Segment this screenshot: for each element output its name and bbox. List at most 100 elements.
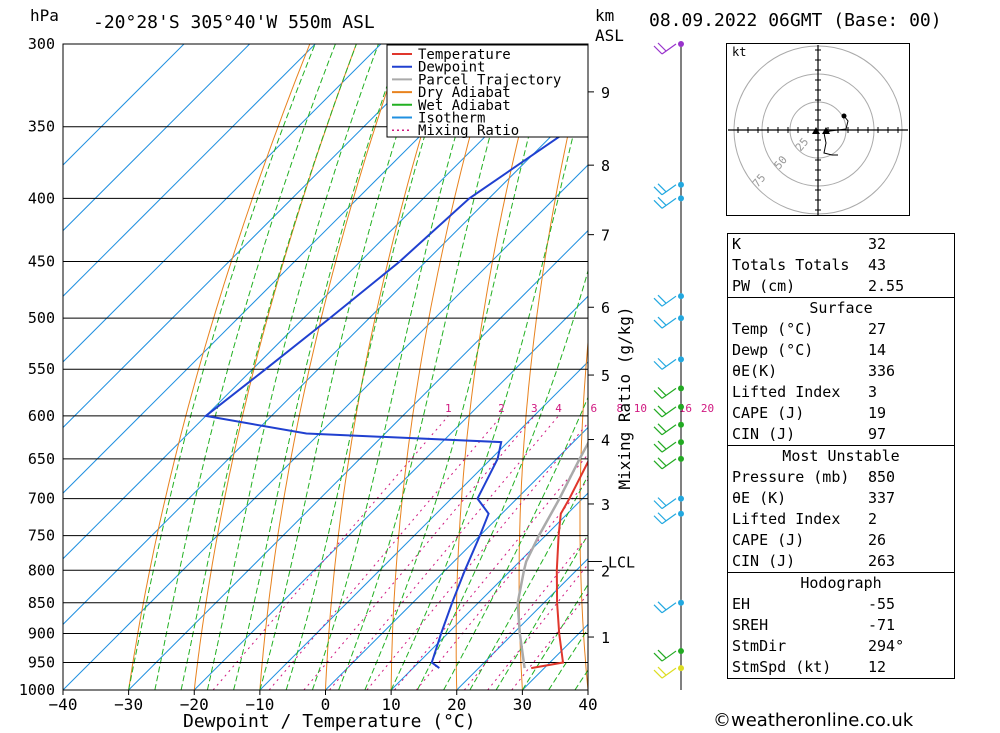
wind-level-dot (678, 599, 684, 606)
mixing-ratio-label: 2 (498, 402, 505, 415)
storm-motion-marker (822, 127, 830, 134)
wind-barb (661, 358, 677, 370)
wind-level-dot (678, 41, 684, 47)
pressure-tick-label: 900 (28, 624, 55, 642)
wind-barb (661, 387, 677, 399)
surface-title: Surface (809, 299, 873, 317)
isotherm-line (325, 426, 588, 690)
wind-barb (661, 441, 677, 453)
legend-label: Mixing Ratio (418, 123, 519, 139)
wind-barb-feather (657, 512, 667, 522)
wind-level-dot (678, 356, 684, 363)
wind-barb-feather (653, 500, 663, 510)
wind-barb-feather (657, 405, 667, 415)
mixing-ratio-line (329, 415, 559, 690)
mu-index-value: 26 (868, 531, 887, 549)
wind-barb-feather (653, 515, 663, 525)
pressure-tick-label: 550 (28, 360, 55, 378)
wind-level-dot (678, 315, 684, 322)
wind-barb-feather (657, 386, 667, 396)
wind-barb (661, 458, 677, 470)
km-tick-label: 4 (601, 432, 610, 450)
most-unstable-indices: Most Unstable Pressure (mb) 850 θE (K) 337 L… (727, 445, 955, 573)
wind-level-dot (678, 421, 684, 428)
wind-level-dot (678, 195, 684, 202)
wind-barb (661, 667, 677, 679)
x-tick-label: 0 (321, 695, 331, 714)
wind-barb (661, 498, 677, 510)
lcl-label: LCL (608, 553, 635, 571)
pressure-tick-label: 350 (28, 118, 55, 136)
hodo-index-value: 12 (868, 658, 887, 676)
wind-barb-feather (653, 443, 663, 453)
wind-barb (661, 317, 677, 329)
hodo-index-label: EH (732, 595, 751, 613)
wet-adiabat-line (469, 474, 588, 690)
wind-barb-feather (657, 423, 667, 433)
surface-index-value: 97 (868, 425, 887, 443)
dry-adiabat-line (325, 44, 450, 690)
surface-index-label: Dewp (°C) (732, 341, 814, 359)
km-tick-label: 3 (601, 496, 610, 514)
wind-level-dot (678, 665, 684, 672)
mu-index-value: 2 (868, 510, 878, 528)
pressure-tick-label: 950 (28, 653, 55, 671)
hodo-index-label: StmSpd (kt) (732, 658, 832, 676)
wet-adiabat-line (206, 44, 379, 690)
wind-level-dot (678, 648, 684, 655)
wind-barb (661, 513, 677, 525)
dry-adiabat-line (128, 44, 311, 690)
wet-adiabat-line (154, 44, 336, 690)
hodo-index-value: 294° (868, 637, 905, 655)
wind-barb-feather (657, 601, 667, 611)
mixing-ratio-label: 8 (616, 402, 623, 415)
isotherm-line (390, 492, 588, 690)
wind-barb (661, 43, 677, 55)
wet-adiabat-line (128, 44, 316, 690)
mu-index-label: Lifted Index (732, 510, 841, 528)
hodo-index-value: -55 (868, 595, 896, 613)
hodograph-title: Hodograph (800, 574, 882, 592)
wet-adiabat-line (285, 44, 454, 690)
wind-level-dot (678, 385, 684, 392)
pressure-tick-label: 500 (28, 309, 55, 327)
general-index-row: PW (cm) 2.55 (728, 276, 954, 297)
wind-barb (661, 295, 677, 307)
parcel-trajectory-line (516, 440, 588, 669)
wind-barb (661, 406, 677, 418)
wind-profile (653, 41, 684, 690)
km-tick-label: 1 (601, 629, 610, 647)
hodo-index-label: StmDir (732, 637, 787, 655)
isotherm-line (63, 44, 447, 429)
isotherm-line (63, 44, 250, 232)
hodo-index-row: SREH -71 (728, 615, 954, 636)
x-tick-label: −30 (114, 695, 143, 714)
hodograph-point (841, 113, 847, 119)
mixing-ratio-label: 1 (445, 402, 452, 415)
wind-level-dot (678, 181, 684, 188)
mixing-ratio-label: 20 (701, 402, 714, 415)
surface-index-row: Lifted Index 3 (728, 382, 954, 403)
mu-index-label: θE (K) (732, 489, 787, 507)
wet-adiabat-line (548, 627, 588, 690)
wind-barb (661, 424, 677, 436)
wind-barb-feather (653, 408, 663, 418)
wind-barb-feather (653, 297, 663, 307)
wind-barb-feather (657, 457, 667, 467)
wind-level-dot (678, 510, 684, 517)
hodo-index-row: StmSpd (kt) 12 (728, 657, 954, 678)
km-axis: 1 2 3 4 5 6 7 8 9 LCL (588, 84, 635, 647)
credit: ©weatheronline.co.uk (713, 710, 914, 731)
general-index-value: 32 (868, 235, 887, 253)
x-tick-label: 10 (381, 695, 400, 714)
pressure-tick-label: 600 (28, 407, 55, 425)
pressure-tick-label: 850 (28, 594, 55, 612)
mu-index-row: θE (K) 337 (728, 488, 954, 509)
surface-index-label: CAPE (J) (732, 404, 805, 422)
x-tick-label: −20 (180, 695, 209, 714)
isotherm-line (63, 44, 513, 494)
legend-label: Isotherm (418, 111, 485, 127)
legend-label: Dewpoint (418, 60, 485, 76)
mu-index-row: Pressure (mb) 850 (728, 467, 954, 488)
